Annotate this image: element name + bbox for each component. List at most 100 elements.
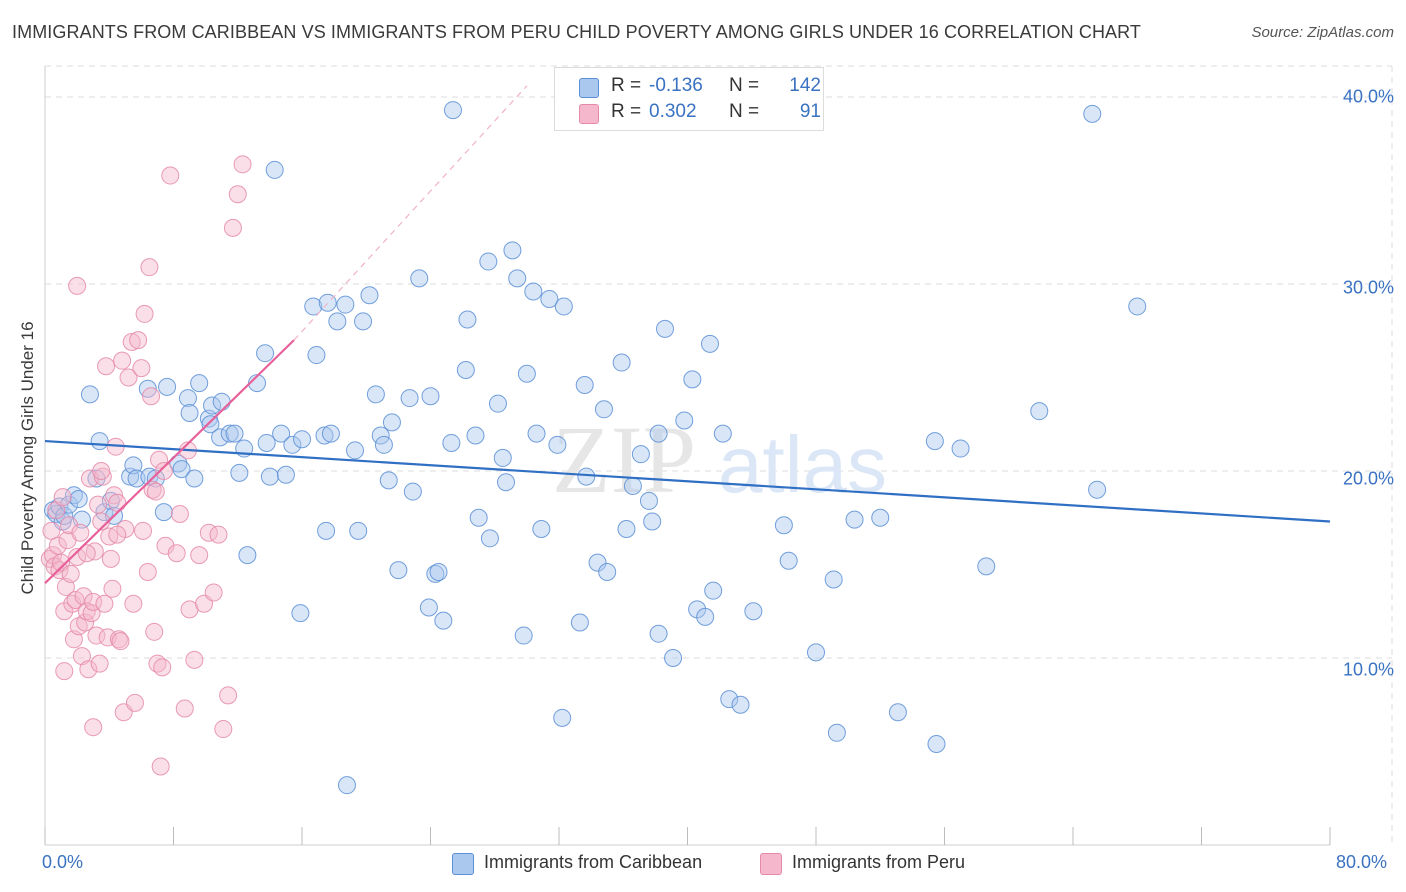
peru-point bbox=[175, 699, 194, 718]
y-tick-label: 30.0% bbox=[1342, 277, 1394, 298]
caribbean-point bbox=[774, 516, 793, 535]
caribbean-point bbox=[421, 387, 440, 406]
caribbean-point bbox=[400, 389, 419, 408]
caribbean-point bbox=[220, 424, 239, 443]
peru-point bbox=[146, 482, 165, 501]
caribbean-point bbox=[704, 581, 723, 600]
r-label: R = bbox=[611, 101, 642, 122]
caribbean-point bbox=[379, 471, 398, 490]
peru-point bbox=[53, 488, 72, 507]
caribbean-point bbox=[307, 346, 326, 365]
caribbean-point bbox=[1083, 104, 1102, 123]
trend-lines bbox=[44, 85, 1331, 584]
caribbean-point bbox=[190, 374, 209, 393]
caribbean-point bbox=[927, 735, 946, 754]
caribbean-point bbox=[598, 562, 617, 581]
caribbean-point bbox=[265, 160, 284, 179]
caribbean-point bbox=[185, 469, 204, 488]
peru-point bbox=[68, 276, 87, 295]
caribbean-point bbox=[845, 510, 864, 529]
caribbean-point bbox=[304, 297, 323, 316]
peru-point bbox=[76, 613, 95, 632]
peru-legend-swatch bbox=[760, 853, 782, 875]
caribbean-point bbox=[349, 521, 368, 540]
gridlines bbox=[45, 65, 1393, 845]
peru-point bbox=[60, 516, 79, 535]
caribbean-swatch bbox=[579, 78, 599, 98]
caribbean-point bbox=[977, 557, 996, 576]
caribbean-point bbox=[493, 448, 512, 467]
peru-point bbox=[154, 462, 173, 480]
caribbean-point bbox=[317, 521, 336, 540]
peru-point bbox=[233, 155, 252, 174]
caribbean-point bbox=[69, 490, 88, 509]
peru-point bbox=[156, 536, 175, 555]
peru-point bbox=[95, 594, 114, 613]
stats-legend: R = -0.136 N = 142 R = 0.302 N = 91 bbox=[554, 67, 824, 131]
caribbean-point bbox=[90, 432, 109, 451]
caribbean-point bbox=[371, 426, 390, 445]
caribbean-point bbox=[713, 424, 732, 443]
x-tick-label-min: 0.0% bbox=[42, 852, 84, 872]
peru-point bbox=[47, 501, 66, 520]
caribbean-point bbox=[230, 463, 249, 482]
caribbean-point bbox=[631, 445, 650, 464]
caribbean-point bbox=[617, 519, 636, 538]
peru-point bbox=[132, 359, 151, 378]
peru-point bbox=[125, 693, 144, 712]
peru-point bbox=[122, 332, 141, 351]
peru-point bbox=[72, 647, 91, 666]
caribbean-point bbox=[683, 370, 702, 389]
caribbean-point bbox=[888, 703, 907, 722]
caribbean-point bbox=[291, 604, 310, 623]
caribbean-point bbox=[382, 413, 401, 432]
caribbean-point bbox=[374, 435, 393, 454]
caribbean-point bbox=[469, 508, 488, 527]
caribbean-point bbox=[1088, 480, 1107, 499]
y-tick-label: 10.0% bbox=[1342, 659, 1394, 680]
caribbean-point bbox=[283, 435, 302, 454]
peru-point bbox=[101, 549, 120, 568]
caribbean-point bbox=[256, 344, 275, 363]
caribbean-point bbox=[871, 508, 890, 527]
peru-swatch bbox=[579, 104, 599, 124]
caribbean-point bbox=[540, 289, 559, 308]
caribbean-point bbox=[154, 503, 173, 522]
caribbean-point bbox=[466, 426, 485, 445]
source-label: Source: ZipAtlas.com bbox=[1251, 24, 1394, 41]
legend-label: Immigrants from Peru bbox=[792, 852, 966, 872]
peru-point bbox=[71, 523, 90, 542]
caribbean-point bbox=[514, 626, 533, 645]
chart-title: IMMIGRANTS FROM CARIBBEAN VS IMMIGRANTS … bbox=[12, 22, 1142, 42]
caribbean-point bbox=[410, 269, 429, 288]
caribbean-point bbox=[807, 643, 825, 662]
peru-point bbox=[150, 450, 169, 469]
caribbean-point bbox=[158, 377, 177, 396]
caribbean-point bbox=[824, 570, 843, 589]
caribbean-point bbox=[169, 454, 188, 473]
peru-point bbox=[89, 495, 108, 514]
caribbean-point bbox=[1030, 402, 1049, 421]
caribbean-point bbox=[575, 375, 594, 394]
peru-point bbox=[140, 258, 159, 277]
caribbean-point bbox=[731, 695, 750, 714]
caribbean-point bbox=[434, 611, 453, 630]
peru-point bbox=[42, 521, 61, 540]
caribbean-point bbox=[257, 433, 276, 452]
caribbean-point bbox=[337, 776, 356, 795]
caribbean-point bbox=[503, 241, 522, 260]
n-label: N = bbox=[729, 101, 760, 122]
watermark: ZIP atlas bbox=[552, 406, 887, 513]
n-value: 91 bbox=[799, 101, 821, 122]
caribbean-point bbox=[272, 424, 291, 443]
caribbean-point bbox=[524, 282, 543, 301]
caribbean-point bbox=[479, 252, 498, 271]
caribbean-point bbox=[532, 519, 551, 538]
r-label: R = bbox=[611, 75, 642, 96]
peru-point bbox=[135, 304, 154, 323]
caribbean-point bbox=[203, 396, 222, 415]
caribbean-point bbox=[548, 435, 567, 454]
caribbean-point bbox=[328, 312, 347, 331]
watermark-atlas: atlas bbox=[718, 420, 887, 509]
peru-point bbox=[74, 587, 93, 606]
